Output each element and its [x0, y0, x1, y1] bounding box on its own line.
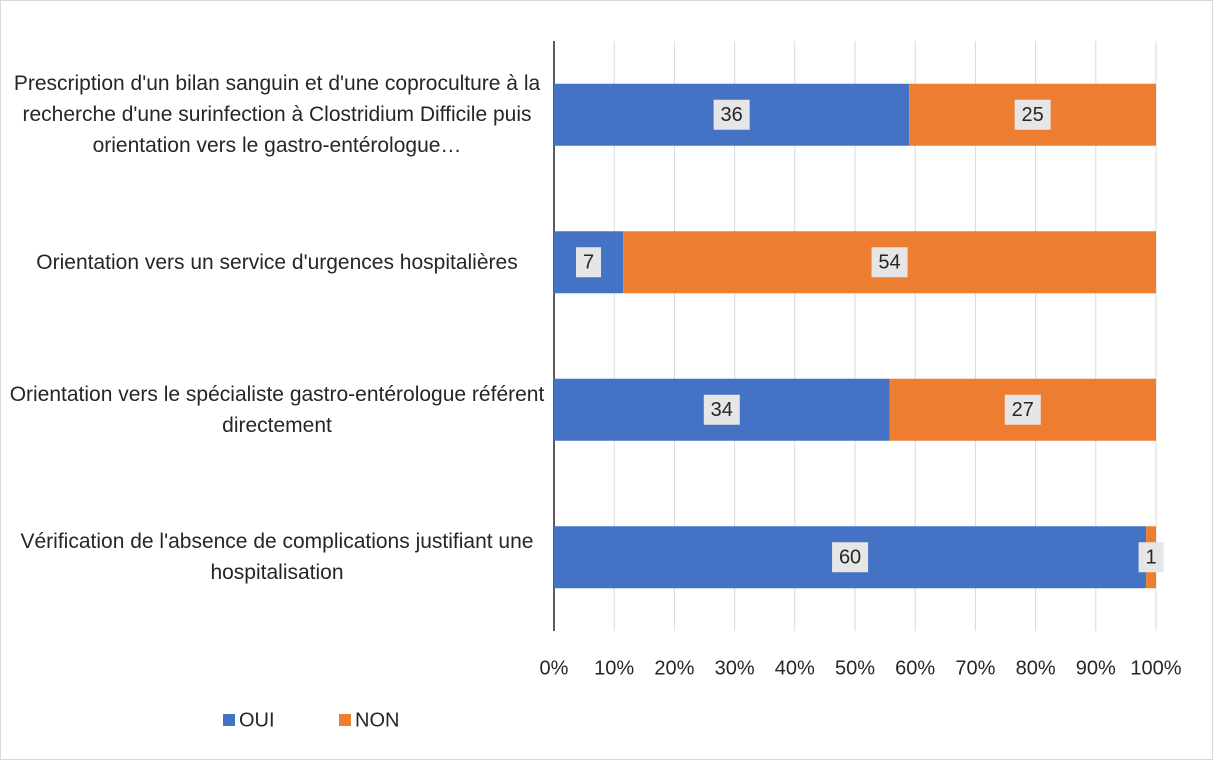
label-box [576, 247, 602, 278]
data-label: 25 [1022, 104, 1044, 126]
label-box [871, 247, 908, 278]
category-label: Orientation vers un service d'urgences h… [36, 250, 518, 274]
data-label: 34 [711, 399, 733, 421]
label-box [832, 542, 869, 573]
x-tick-label: 30% [715, 657, 755, 679]
data-label: 27 [1012, 399, 1034, 421]
data-label: 1 [1146, 547, 1157, 569]
data-label: 60 [839, 547, 861, 569]
x-tick-label: 70% [955, 657, 995, 679]
data-label: 36 [721, 104, 743, 126]
x-tick-label: 40% [775, 657, 815, 679]
data-label: 7 [583, 252, 594, 274]
label-box [713, 99, 750, 130]
x-tick-label: 100% [1130, 657, 1181, 679]
x-tick-label: 50% [835, 657, 875, 679]
legend-swatch [339, 714, 351, 726]
x-tick-label: 90% [1076, 657, 1116, 679]
label-box [1004, 394, 1041, 425]
x-tick-label: 0% [540, 657, 569, 679]
data-label: 54 [878, 252, 900, 274]
legend-swatch [223, 714, 235, 726]
legend-label: OUI [239, 709, 275, 731]
label-box [1014, 99, 1051, 130]
category-label: Orientation vers le spécialiste gastro-e… [9, 382, 545, 437]
category-label: Prescription d'un bilan sanguin et d'une… [13, 72, 541, 158]
x-tick-label: 10% [594, 657, 634, 679]
x-tick-label: 20% [654, 657, 694, 679]
category-label: Vérification de l'absence de complicatio… [20, 530, 534, 585]
label-box [1138, 542, 1164, 573]
x-tick-label: 80% [1016, 657, 1056, 679]
legend-label: NON [355, 709, 399, 731]
label-box [703, 394, 740, 425]
x-tick-label: 60% [895, 657, 935, 679]
